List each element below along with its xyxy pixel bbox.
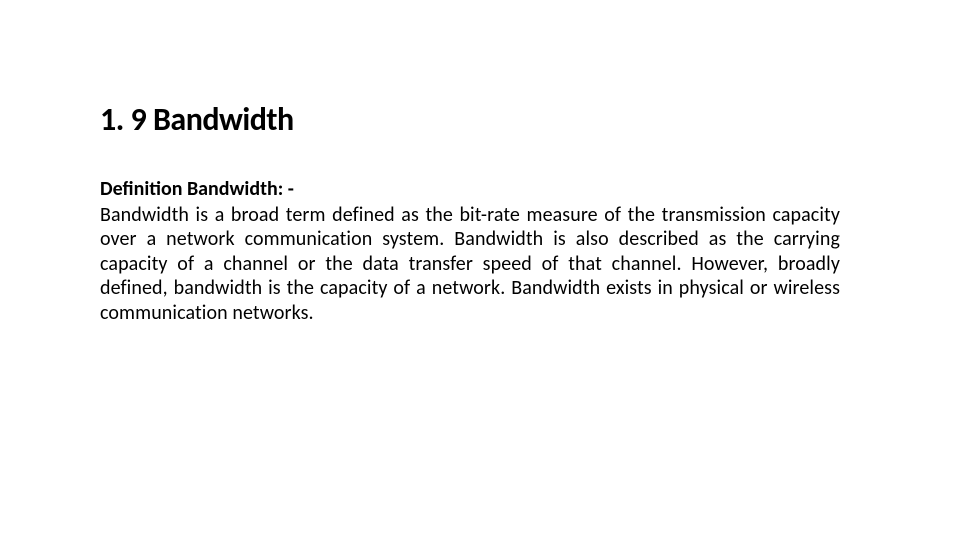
slide-heading: 1. 9 Bandwidth [100,100,840,139]
definition-body: Bandwidth is a broad term defined as the… [100,203,840,325]
definition-label: Definition Bandwidth: - [100,177,840,201]
